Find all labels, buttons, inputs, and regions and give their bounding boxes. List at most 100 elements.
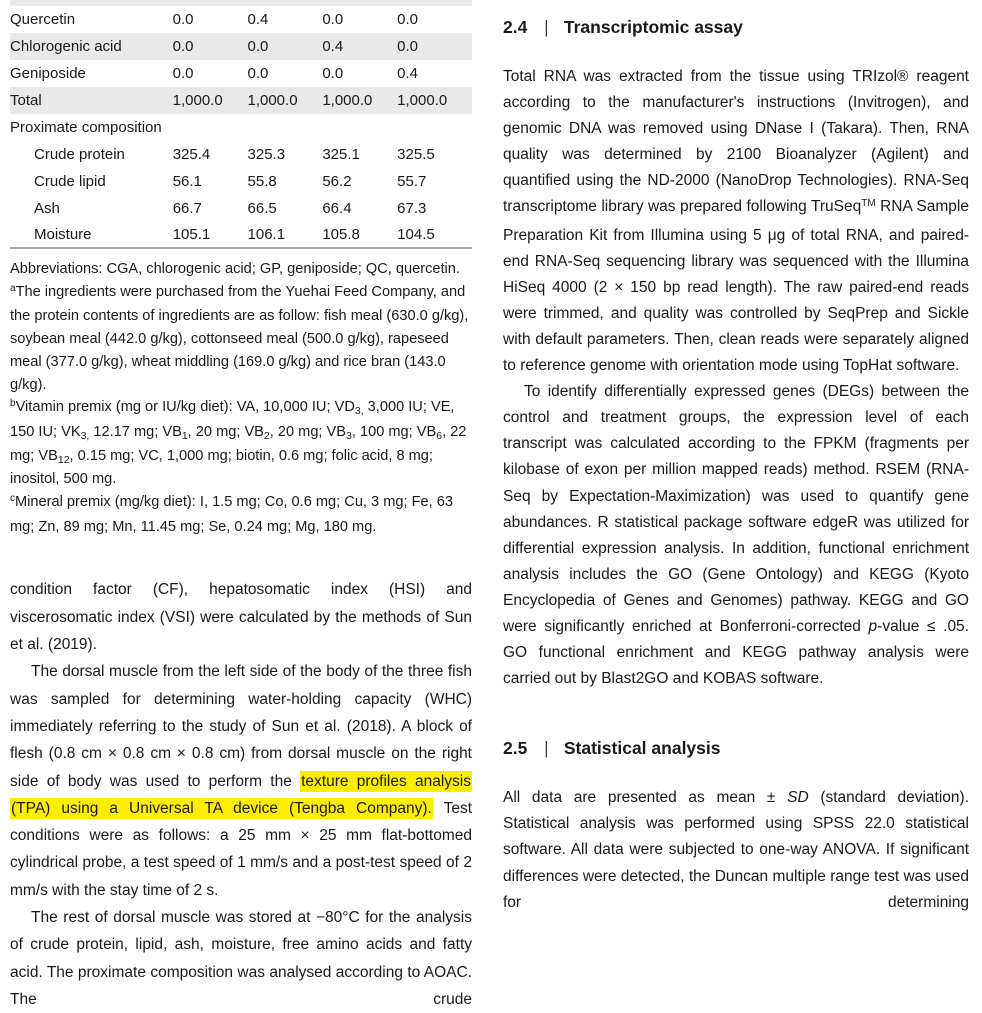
section-number: 2.4	[503, 17, 528, 37]
section-title: Statistical analysis	[563, 738, 721, 759]
row-value: 0.4	[247, 11, 269, 28]
text-segment: 3,	[354, 405, 364, 418]
row-value: 55.7	[397, 173, 427, 190]
paragraph: cMineral premix (mg/kg diet): I, 1.5 mg;…	[10, 491, 472, 538]
row-value: 0.0	[172, 65, 194, 82]
row-value: 66.4	[322, 200, 352, 217]
text-segment: 1	[181, 429, 188, 442]
table-footnotes: Abbreviations: CGA, chlorogenic acid; GP…	[10, 258, 472, 538]
row-value: 325.4	[172, 146, 211, 163]
text-segment: TM	[861, 198, 876, 210]
row-value: 55.8	[247, 173, 277, 190]
left-body-text: condition factor (CF), hepatosomatic ind…	[10, 576, 472, 1013]
text-segment: a	[10, 282, 16, 294]
table-row: Crude protein 325.4 325.3 325.1 325.5	[10, 141, 472, 168]
text-segment: 3,	[80, 429, 90, 442]
paragraph: bVitamin premix (mg or IU/kg diet): VA, …	[10, 396, 472, 491]
row-label: Ash	[34, 200, 60, 217]
paragraph: Total RNA was extracted from the tissue …	[503, 64, 969, 379]
table-row: Total 1,000.0 1,000.0 1,000.0 1,000.0	[10, 87, 472, 114]
text-segment: , 22 mg; VB	[10, 423, 467, 464]
section-title: Transcriptomic assay	[563, 17, 743, 37]
row-value: 0.0	[397, 11, 419, 28]
text-segment: , 100 mg; VB	[351, 423, 437, 440]
text-segment: The dorsal muscle from the left side of …	[10, 663, 472, 790]
row-label: Chlorogenic acid	[10, 38, 122, 55]
text-segment: 3	[346, 429, 352, 442]
text-segment: , 0.15 mg; VC, 1,000 mg; biotin, 0.6 mg;…	[10, 447, 433, 488]
row-label: Crude lipid	[34, 173, 106, 190]
row-value: 325.1	[322, 146, 360, 163]
paragraph: The rest of dorsal muscle was stored at …	[10, 904, 472, 1013]
text-segment: 2	[263, 429, 270, 442]
paragraph: Abbreviations: CGA, chlorogenic acid; GP…	[10, 258, 472, 281]
heading-divider: |	[544, 17, 549, 37]
row-value: 0.0	[172, 38, 194, 55]
right-column: 2.4 | Transcriptomic assay Total RNA was ex…	[503, 0, 969, 916]
text-segment: 12.17 mg; VB	[89, 423, 182, 440]
row-value: 0.0	[322, 11, 344, 28]
row-value: 105.8	[322, 226, 360, 243]
row-value: 1,000.0	[322, 92, 373, 109]
row-label: Geniposide	[10, 65, 86, 82]
paragraph: aThe ingredients were purchased from the…	[10, 281, 472, 397]
row-value: 56.1	[172, 173, 202, 190]
table-rows: Quercetin 0.0 0.4 0.0 0.0 Chlorogenic acid 0.0…	[10, 6, 472, 249]
text-segment: Total RNA was extracted from the tissue …	[503, 68, 969, 216]
paragraph: All data are presented as mean ± SD (sta…	[503, 785, 969, 915]
table-row: Moisture 105.1 106.1 105.8 104.5	[10, 222, 472, 249]
paragraph: The dorsal muscle from the left side of …	[10, 658, 472, 904]
row-value: 0.0	[172, 11, 194, 28]
text-segment: 6	[436, 429, 443, 442]
paragraph: To identify differentially expressed gen…	[503, 379, 969, 692]
table-partial-row-stripe	[10, 0, 472, 6]
row-value: 1,000.0	[172, 92, 223, 109]
row-value: 56.2	[322, 173, 352, 190]
text-segment: Abbreviations: CGA, chlorogenic acid; GP…	[10, 261, 460, 277]
row-value: 104.5	[397, 226, 435, 243]
row-value: 0.4	[322, 38, 344, 55]
text-segment: c	[10, 493, 15, 505]
row-value: 325.5	[397, 146, 435, 163]
text-segment: p	[868, 617, 878, 635]
table-row: Ash 66.7 66.5 66.4 67.3	[10, 195, 472, 222]
heading-divider: |	[544, 738, 549, 759]
row-value: 0.4	[397, 65, 419, 82]
row-value: 0.0	[322, 65, 344, 82]
text-segment: b	[10, 398, 16, 410]
text-segment: -value ≤ .05. GO functional enrichment a…	[503, 617, 969, 688]
text-segment: RNA Sample Preparation Kit from Illumina…	[503, 198, 969, 375]
row-value: 325.3	[247, 146, 286, 163]
text-segment: SD	[787, 789, 809, 807]
text-segment: , 20 mg; VB	[187, 423, 264, 440]
row-value: 66.7	[172, 200, 202, 217]
section-heading: 2.4 | Transcriptomic assay	[503, 15, 969, 39]
table-row: Chlorogenic acid 0.0 0.0 0.4 0.0	[10, 33, 472, 60]
row-value: 106.1	[247, 226, 286, 243]
text-segment: (standard deviation). Statistical analys…	[503, 789, 970, 911]
row-label: Total	[10, 92, 42, 109]
row-value: 0.0	[247, 65, 269, 82]
row-label: Crude protein	[34, 146, 125, 163]
text-segment: Vitamin premix (mg or IU/kg diet): VA, 1…	[15, 399, 355, 416]
text-segment: 12	[57, 453, 70, 466]
text-segment: 3,000 IU; VE, 150 IU; VK	[10, 399, 455, 440]
text-segment: The ingredients were purchased from the …	[10, 283, 469, 393]
text-segment: All data are presented as mean ±	[503, 789, 788, 807]
text-segment: The rest of dorsal muscle was stored at …	[10, 909, 472, 1008]
left-column: Quercetin 0.0 0.4 0.0 0.0 Chlorogenic acid 0.0…	[10, 0, 472, 1013]
table-row: Proximate composition	[10, 114, 472, 141]
row-value: 105.1	[172, 226, 211, 243]
text-segment: , 20 mg; VB	[269, 423, 347, 440]
row-label: Proximate composition	[10, 119, 162, 136]
table-row: Quercetin 0.0 0.4 0.0 0.0	[10, 6, 472, 33]
text-segment: condition factor (CF), hepatosomatic ind…	[10, 581, 472, 654]
table-row: Crude lipid 56.1 55.8 56.2 55.7	[10, 168, 472, 195]
section-heading: 2.5 | Statistical analysis	[503, 736, 969, 760]
row-value: 1,000.0	[247, 92, 298, 109]
row-label: Moisture	[34, 226, 92, 243]
diet-composition-table: Quercetin 0.0 0.4 0.0 0.0 Chlorogenic acid 0.0…	[10, 0, 472, 249]
row-value: 0.0	[247, 38, 269, 55]
paragraph: condition factor (CF), hepatosomatic ind…	[10, 576, 472, 658]
text-segment: To identify differentially expressed gen…	[503, 383, 969, 635]
